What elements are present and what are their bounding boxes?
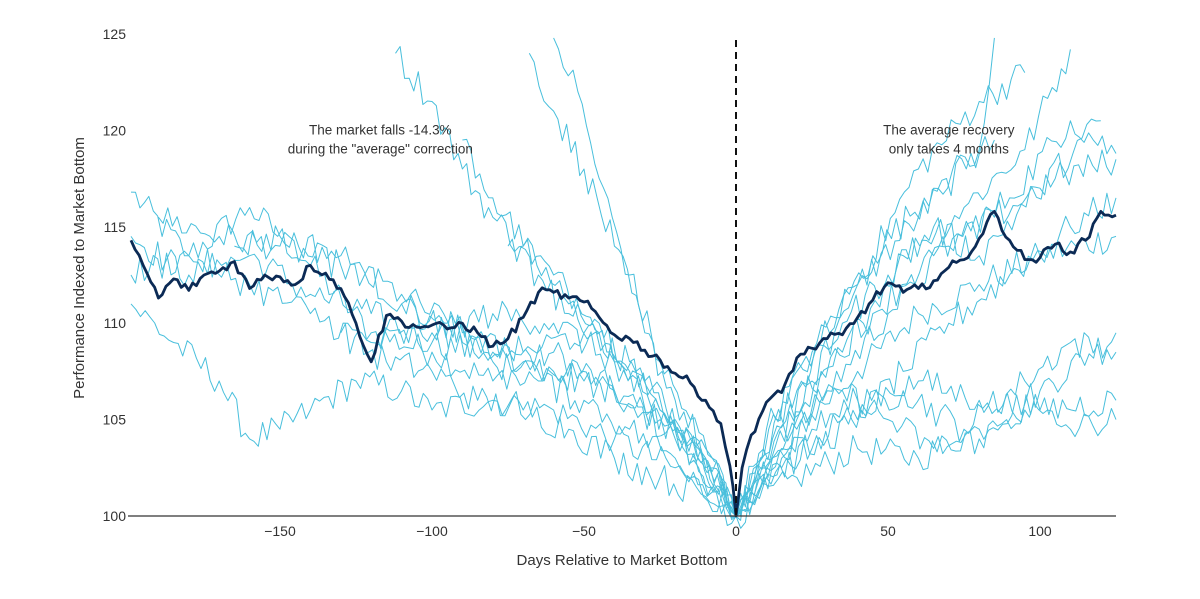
y-tick-label: 115	[104, 219, 127, 235]
annotation-1: The market falls -14.3% during the "avera…	[288, 122, 473, 156]
series-lines	[129, 37, 1117, 529]
individual-series-line-11	[234, 149, 1117, 521]
annotations: The market falls -14.3% during the "avera…	[288, 122, 1015, 156]
x-tick-label: 0	[732, 523, 740, 539]
individual-series-line-7	[553, 37, 995, 517]
x-tick-label: −100	[416, 523, 448, 539]
individual-series-line-2	[130, 303, 1117, 529]
x-tick-label: 100	[1028, 523, 1052, 539]
y-axis-title: Performance Indexed to Market Bottom	[71, 137, 88, 399]
individual-series-line-12	[401, 298, 1117, 517]
y-tick-label: 105	[103, 412, 127, 428]
individual-series-line-13	[507, 118, 1101, 517]
individual-series-line-4	[158, 49, 1071, 517]
y-tick-label: 110	[104, 315, 127, 331]
individual-series-line-10	[130, 248, 1117, 517]
individual-series-line-1	[130, 191, 1117, 517]
x-tick-label: 50	[880, 523, 896, 539]
y-tick-label: 120	[103, 122, 127, 138]
y-axis-ticks: 100 105 110 115 120 125	[103, 26, 127, 524]
x-axis-ticks: −150 −100 −50 0 50 100	[264, 523, 1052, 539]
individual-series-line-9	[340, 192, 1117, 526]
y-tick-label: 125	[103, 26, 127, 42]
x-tick-label: −50	[572, 523, 596, 539]
individual-series-line-6	[528, 53, 1026, 517]
x-tick-label: −150	[264, 523, 296, 539]
average-series-line	[129, 210, 1117, 518]
individual-series-line-5	[395, 46, 1117, 518]
x-axis-title: Days Relative to Market Bottom	[517, 552, 728, 569]
annotation-2: The average recovery only takes 4 months	[883, 122, 1015, 156]
y-tick-label: 100	[103, 508, 127, 524]
